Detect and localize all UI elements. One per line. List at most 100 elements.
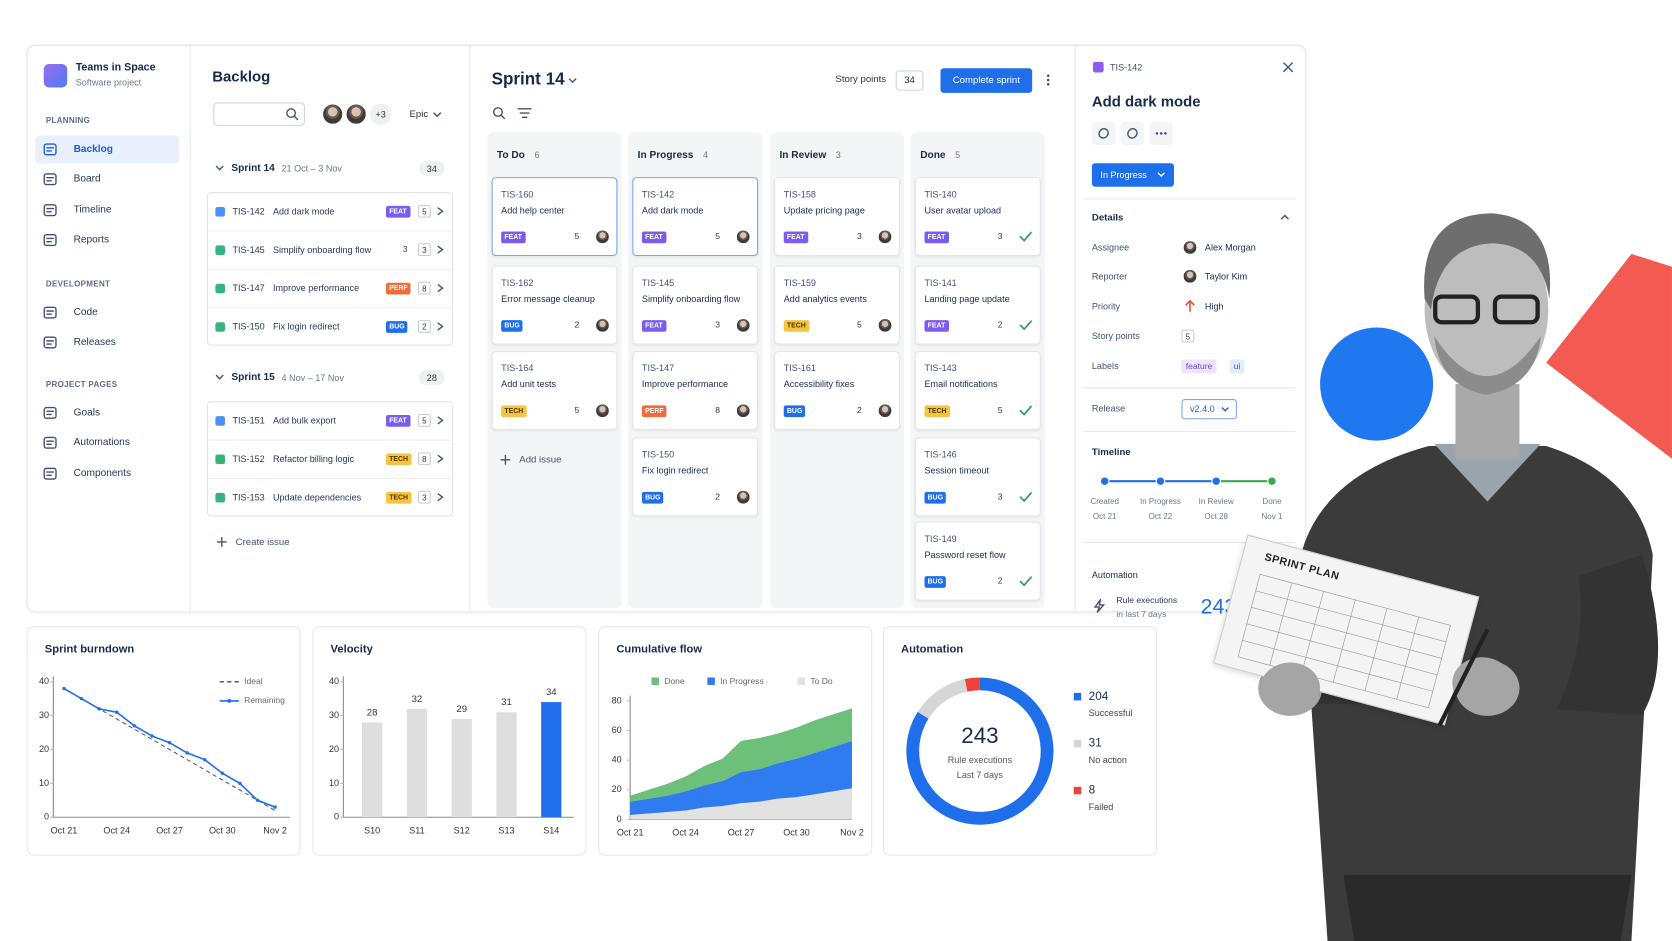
issue-card[interactable]: TIS-146 Session timeout BUG 3: [914, 437, 1041, 517]
status-button[interactable]: In Progress: [1091, 163, 1174, 187]
card-points: 5: [574, 231, 580, 242]
nav-item[interactable]: Board: [73, 173, 101, 185]
issue-card[interactable]: TIS-150 Fix login redirect BUG 2: [632, 437, 759, 517]
nav-item[interactable]: Backlog: [73, 142, 113, 155]
icon-shape: [215, 374, 224, 380]
nav-item[interactable]: Releases: [73, 336, 116, 349]
column-count: 5: [955, 149, 961, 161]
issue-card[interactable]: TIS-149 Password reset flow BUG 2: [914, 521, 1041, 601]
legend-value: 204: [1089, 690, 1109, 703]
card-title: Add dark mode: [641, 204, 704, 216]
create-issue[interactable]: Create issue: [235, 536, 290, 547]
glasses: [1492, 294, 1540, 325]
add-issue[interactable]: Add issue: [519, 454, 562, 465]
issue-card[interactable]: TIS-162 Error message cleanup BUG 2: [491, 265, 618, 345]
column-name: In Progress: [637, 149, 694, 162]
issue-card[interactable]: TIS-164 Add unit tests TECH 5: [491, 351, 618, 430]
section-heading: Details: [1091, 211, 1124, 223]
nav-item[interactable]: Code: [73, 305, 98, 318]
issue-id[interactable]: TIS-153: [232, 491, 265, 503]
nav-icon: [43, 336, 57, 349]
issue-title[interactable]: Add dark mode: [272, 205, 335, 217]
nav-item[interactable]: Automations: [73, 436, 130, 449]
chevron: [215, 165, 224, 171]
card-points: 5: [997, 405, 1003, 416]
column-header: In Progress 4: [638, 149, 708, 161]
nav-icon: [43, 467, 57, 480]
line-point: [132, 724, 137, 728]
issue-title[interactable]: Refactor billing logic: [272, 453, 355, 465]
tag: PERF: [641, 404, 667, 417]
line-point: [255, 798, 260, 803]
issue-card[interactable]: TIS-159 Add analytics events TECH 5: [774, 265, 900, 345]
issue-title[interactable]: Update dependencies: [272, 491, 362, 503]
nav-item[interactable]: Components: [73, 467, 132, 480]
chevron: [568, 78, 577, 84]
avatar: [594, 229, 610, 245]
icon-shape: [1019, 231, 1032, 242]
points: 5: [1181, 329, 1195, 343]
avatar: [877, 317, 893, 333]
legend-label: To Do: [810, 676, 833, 686]
issue-card[interactable]: TIS-142 Add dark mode FEAT 5: [632, 177, 759, 257]
nav-item[interactable]: Timeline: [73, 203, 112, 216]
issue-card[interactable]: TIS-145 Simplify onboarding flow FEAT 3: [632, 265, 759, 345]
legend-label: In Progress: [720, 676, 764, 686]
issue-id[interactable]: TIS-150: [232, 321, 265, 332]
field-label: Story points: [1091, 330, 1140, 342]
field-value: High: [1204, 300, 1224, 312]
icon-shape: [493, 107, 503, 117]
tag: BUG: [386, 320, 408, 333]
nav-item[interactable]: Goals: [73, 406, 101, 419]
action-button[interactable]: [1091, 121, 1116, 146]
legend-swatch: [797, 677, 806, 685]
release-dropdown[interactable]: v2.4.0: [1181, 399, 1237, 420]
issue-card[interactable]: TIS-140 User avatar upload FEAT 3: [914, 177, 1041, 257]
points: 2: [417, 320, 431, 333]
issue-card[interactable]: TIS-147 Improve performance PERF 8: [632, 351, 759, 430]
issue-card[interactable]: TIS-161 Accessibility fixes BUG 2: [774, 351, 900, 430]
issue-title[interactable]: Add bulk export: [272, 414, 336, 426]
icon-shape: [568, 78, 577, 84]
plus-icon: [500, 454, 511, 465]
table-line: [1269, 582, 1293, 666]
issue-id[interactable]: TIS-145: [232, 244, 265, 255]
avatar: [345, 103, 367, 125]
chart-card: Cumulative flow 0 20 40 60 80 Oct 21 Oct 24 Oct …: [598, 626, 873, 856]
issue-title[interactable]: Simplify onboarding flow: [272, 244, 372, 255]
tag: FEAT: [783, 230, 808, 243]
issue-card[interactable]: TIS-160 Add help center FEAT 5: [491, 177, 618, 257]
priority-icon: [1185, 299, 1195, 312]
issue-id[interactable]: TIS-152: [232, 453, 265, 465]
timeline-dot: [1267, 476, 1277, 486]
epic-filter[interactable]: Epic: [409, 108, 429, 120]
icon-shape: [1098, 127, 1109, 139]
points: 5: [417, 413, 431, 427]
line-point: [79, 696, 84, 701]
issue-title[interactable]: Improve performance: [272, 282, 360, 294]
divider: [1083, 541, 1296, 544]
active-nav: [35, 134, 180, 163]
card-id: TIS-147: [641, 362, 675, 374]
complete-button[interactable]: Complete sprint: [940, 68, 1033, 93]
issue-type: [1092, 61, 1104, 73]
issue-id[interactable]: TIS-142: [232, 205, 265, 217]
issue-card[interactable]: TIS-141 Landing page update FEAT 2: [914, 265, 1041, 345]
issue-id[interactable]: TIS-151: [232, 414, 265, 426]
action-button[interactable]: [1120, 121, 1145, 146]
issue-id[interactable]: TIS-147: [232, 282, 265, 294]
issue-title[interactable]: Fix login redirect: [272, 321, 340, 332]
field-value: Taylor Kim: [1204, 270, 1248, 282]
issue-icon: [215, 321, 225, 332]
project-logo: [43, 64, 68, 88]
issue-card[interactable]: TIS-158 Update pricing page FEAT 3: [774, 177, 900, 257]
issue-card[interactable]: TIS-143 Email notifications TECH 5: [914, 351, 1041, 430]
avatar: [735, 489, 751, 505]
column-name: Done: [920, 149, 946, 162]
nav-item[interactable]: Reports: [73, 234, 110, 247]
card-points: 3: [715, 320, 720, 330]
chart-card: Sprint burndown 0 10 20 30 40 Oct 21 Oct 24 Oct …: [26, 626, 301, 856]
card-points: 8: [715, 405, 720, 416]
field-label: Assignee: [1091, 242, 1130, 253]
search-box[interactable]: [213, 102, 305, 126]
